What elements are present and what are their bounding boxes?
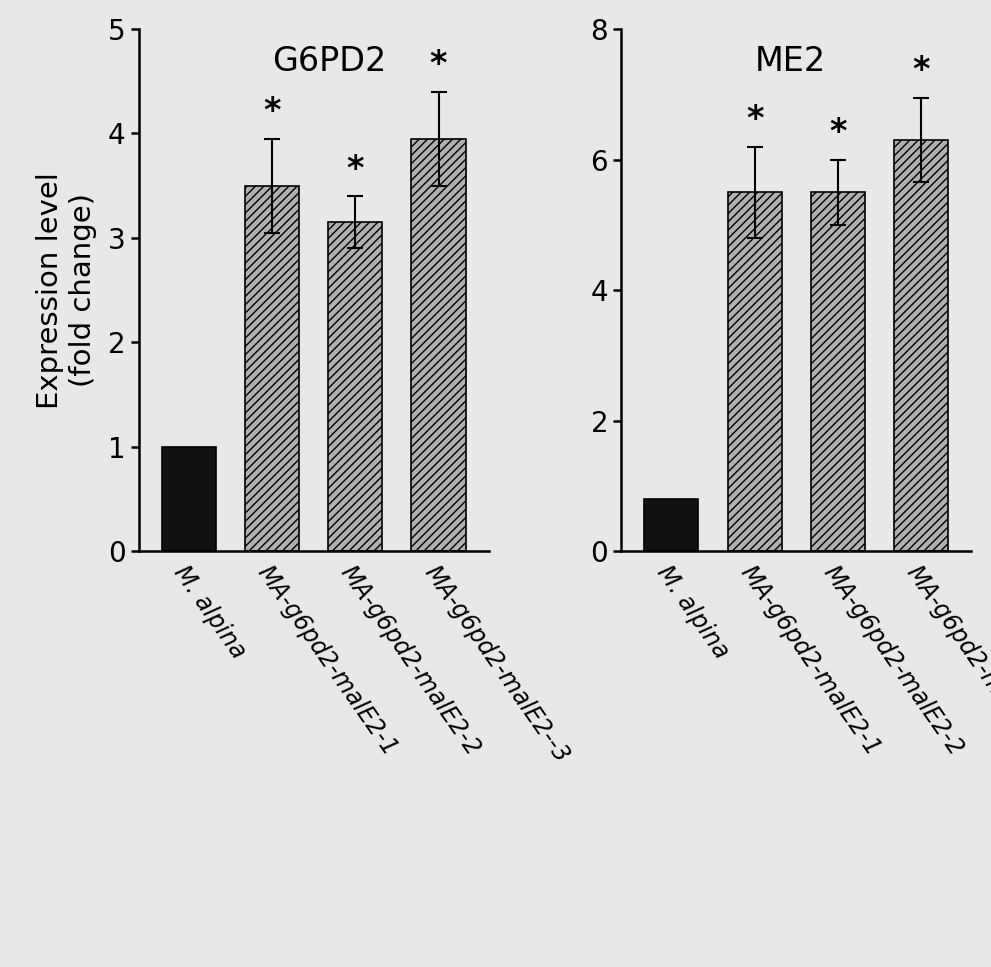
Bar [811,192,865,551]
Bar [328,222,383,551]
Text: *: * [430,48,447,81]
Text: G6PD2: G6PD2 [272,44,386,77]
Text: *: * [746,103,763,136]
Text: ME2: ME2 [754,44,826,77]
Bar [894,140,948,551]
Bar [727,192,782,551]
Y-axis label: Expression level
(fold change): Expression level (fold change) [37,172,97,408]
Text: *: * [264,95,280,129]
Bar [245,186,299,551]
Text: *: * [913,54,930,87]
Text: *: * [829,116,846,149]
Text: *: * [347,153,364,186]
Bar [644,499,699,551]
Bar [411,138,466,551]
Bar [162,447,216,551]
